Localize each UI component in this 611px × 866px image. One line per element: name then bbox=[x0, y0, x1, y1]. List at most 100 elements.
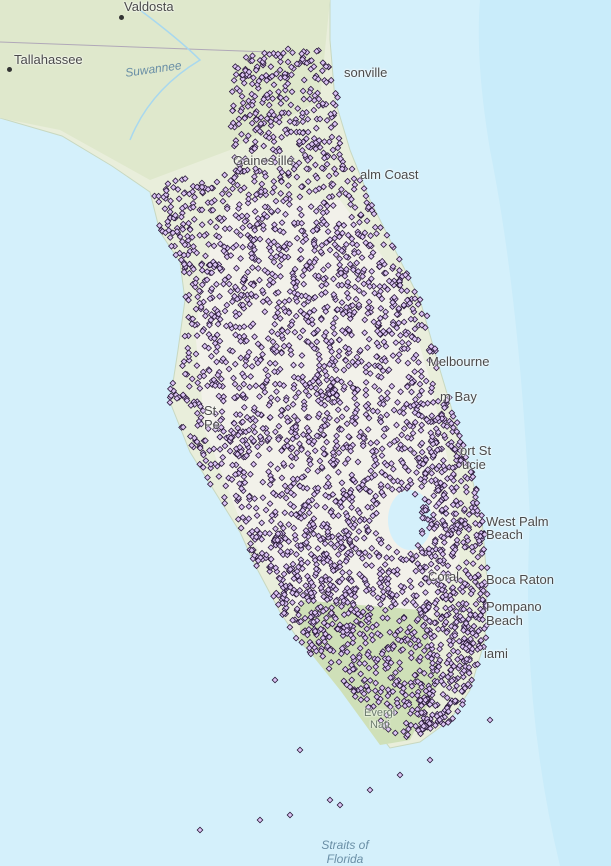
incident-point[interactable] bbox=[430, 492, 438, 500]
incident-point[interactable] bbox=[392, 339, 400, 347]
incident-point[interactable] bbox=[463, 559, 470, 566]
incident-point[interactable] bbox=[378, 488, 386, 496]
incident-point[interactable] bbox=[327, 659, 335, 666]
incident-point[interactable] bbox=[325, 193, 333, 201]
incident-point[interactable] bbox=[263, 551, 270, 559]
incident-point[interactable] bbox=[433, 678, 441, 686]
incident-point[interactable] bbox=[267, 122, 275, 129]
incident-point[interactable] bbox=[373, 339, 381, 347]
incident-point[interactable] bbox=[320, 199, 328, 207]
incident-point[interactable] bbox=[338, 229, 346, 237]
incident-point[interactable] bbox=[369, 585, 377, 593]
incident-point[interactable] bbox=[329, 202, 337, 209]
incident-point[interactable] bbox=[387, 703, 394, 711]
incident-point[interactable] bbox=[389, 688, 397, 695]
incident-point[interactable] bbox=[482, 634, 490, 642]
incident-point[interactable] bbox=[239, 514, 247, 521]
incident-point[interactable] bbox=[221, 307, 229, 315]
incident-point[interactable] bbox=[256, 276, 263, 284]
incident-point[interactable] bbox=[280, 570, 288, 578]
incident-point[interactable] bbox=[341, 534, 348, 542]
incident-point[interactable] bbox=[442, 618, 450, 626]
incident-point[interactable] bbox=[314, 545, 322, 552]
incident-point[interactable] bbox=[312, 161, 319, 169]
incident-point[interactable] bbox=[325, 172, 333, 180]
incident-point[interactable] bbox=[335, 352, 343, 360]
incident-point[interactable] bbox=[298, 559, 305, 567]
incident-point[interactable] bbox=[285, 201, 293, 208]
incident-point[interactable] bbox=[272, 70, 280, 78]
incident-point[interactable] bbox=[301, 531, 309, 539]
incident-point[interactable] bbox=[322, 280, 330, 288]
incident-point[interactable] bbox=[288, 71, 295, 79]
incident-point[interactable] bbox=[293, 605, 301, 613]
incident-point[interactable] bbox=[247, 540, 254, 548]
incident-point[interactable] bbox=[404, 731, 412, 739]
incident-point[interactable] bbox=[193, 409, 201, 417]
incident-point[interactable] bbox=[227, 287, 235, 295]
incident-point[interactable] bbox=[279, 49, 287, 57]
incident-point[interactable] bbox=[404, 359, 412, 367]
incident-point[interactable] bbox=[241, 114, 249, 122]
incident-point[interactable] bbox=[349, 266, 357, 274]
incident-point[interactable] bbox=[297, 361, 305, 369]
incident-point[interactable] bbox=[414, 560, 422, 568]
incident-point[interactable] bbox=[336, 151, 343, 158]
incident-point[interactable] bbox=[269, 188, 276, 196]
incident-point[interactable] bbox=[417, 426, 425, 434]
incident-point[interactable] bbox=[182, 293, 190, 301]
incident-point[interactable] bbox=[238, 503, 246, 511]
incident-point[interactable] bbox=[172, 177, 179, 185]
incident-point[interactable] bbox=[161, 205, 169, 213]
incident-point[interactable] bbox=[196, 460, 204, 468]
incident-point[interactable] bbox=[304, 115, 312, 123]
incident-point[interactable] bbox=[445, 651, 453, 659]
incident-point[interactable] bbox=[278, 219, 286, 227]
incident-point[interactable] bbox=[428, 463, 436, 470]
incident-point[interactable] bbox=[288, 88, 296, 96]
incident-point[interactable] bbox=[196, 385, 204, 392]
incident-point[interactable] bbox=[348, 504, 356, 511]
incident-point[interactable] bbox=[320, 266, 327, 274]
incident-point[interactable] bbox=[315, 351, 323, 358]
incident-point[interactable] bbox=[225, 365, 233, 373]
incident-point[interactable] bbox=[198, 221, 206, 229]
incident-point[interactable] bbox=[242, 137, 250, 144]
incident-point[interactable] bbox=[293, 551, 300, 558]
incident-point[interactable] bbox=[151, 192, 158, 200]
incident-point[interactable] bbox=[213, 358, 221, 366]
incident-point[interactable] bbox=[281, 86, 289, 94]
incident-point[interactable] bbox=[281, 482, 289, 490]
incident-point[interactable] bbox=[388, 382, 396, 390]
incident-point[interactable] bbox=[345, 569, 353, 576]
incident-point[interactable] bbox=[262, 173, 269, 180]
incident-point[interactable] bbox=[451, 686, 459, 694]
incident-point[interactable] bbox=[465, 511, 473, 518]
incident-point[interactable] bbox=[309, 377, 317, 385]
incident-point[interactable] bbox=[329, 319, 337, 327]
incident-point[interactable] bbox=[276, 262, 284, 270]
incident-point[interactable] bbox=[321, 416, 328, 424]
incident-point[interactable] bbox=[292, 634, 300, 642]
incident-point[interactable] bbox=[268, 328, 276, 336]
incident-point[interactable] bbox=[217, 375, 225, 383]
incident-point[interactable] bbox=[398, 431, 406, 439]
incident-point[interactable] bbox=[215, 233, 223, 241]
incident-point[interactable] bbox=[300, 398, 308, 406]
incident-point[interactable] bbox=[206, 321, 213, 329]
incident-point[interactable] bbox=[312, 384, 320, 392]
incident-point[interactable] bbox=[272, 428, 279, 436]
incident-point[interactable] bbox=[353, 401, 361, 408]
incident-point[interactable] bbox=[291, 531, 299, 539]
incident-point[interactable] bbox=[314, 467, 322, 475]
incident-point[interactable] bbox=[237, 255, 244, 262]
incident-point[interactable] bbox=[367, 439, 375, 447]
incident-point[interactable] bbox=[300, 95, 308, 103]
incident-point[interactable] bbox=[377, 287, 384, 295]
incident-point[interactable] bbox=[218, 190, 226, 198]
incident-point[interactable] bbox=[404, 725, 412, 733]
incident-point[interactable] bbox=[472, 600, 480, 608]
incident-point[interactable] bbox=[193, 332, 201, 339]
incident-point[interactable] bbox=[414, 615, 422, 623]
incident-point[interactable] bbox=[383, 395, 391, 402]
